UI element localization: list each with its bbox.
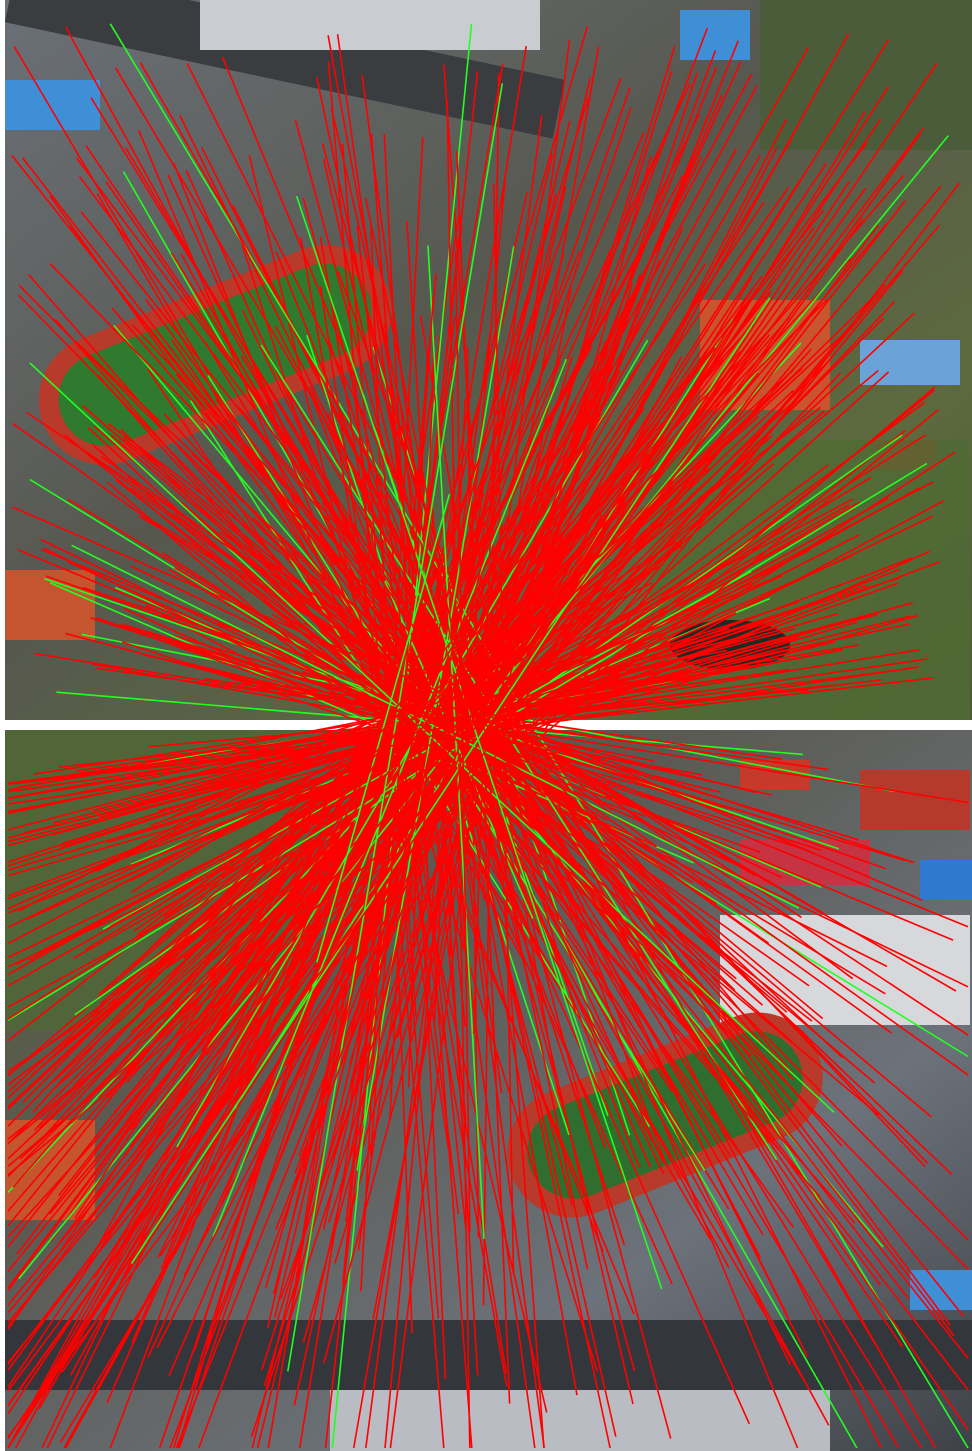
outlier-match [148,459,604,1004]
outlier-match [49,223,888,1215]
outlier-match [98,317,885,1098]
outlier-match [16,347,716,1255]
inlier-match [427,245,485,1239]
outlier-match [381,594,612,857]
inlier-match [130,297,771,1265]
outlier-match [82,579,768,873]
outlier-match [12,350,741,1188]
roof [920,860,972,900]
outlier-match [100,455,969,1076]
outlier-match [74,262,707,1219]
outlier-match [193,265,553,1352]
outlier-match [7,133,921,1406]
inlier-match [212,358,568,1237]
roof [5,80,100,130]
outlier-match [7,200,906,1365]
outlier-match [80,211,964,1317]
outlier-match [275,259,661,1230]
outlier-match [22,325,774,1103]
outlier-match [105,181,969,1431]
outlier-match [327,336,626,1246]
outlier-match [33,652,969,804]
outlier-match [322,340,522,1230]
outlier-match [323,156,652,1364]
outlier-match [90,97,922,1449]
outlier-match [186,62,883,1449]
outlier-match [156,118,788,1348]
outlier-match [33,671,691,775]
outlier-match [472,431,495,1034]
outlier-match [49,263,929,1164]
outlier-match [274,153,554,1318]
outlier-match [371,544,542,925]
outlier-match [448,642,496,806]
outlier-match [172,517,611,951]
outlier-match [145,298,881,1286]
outlier-match [357,326,492,1251]
inlier-match [260,344,778,1161]
outlier-match [294,325,623,1174]
outlier-match [7,650,836,799]
outlier-match [109,77,622,1449]
outlier-match [107,481,703,997]
roof [5,570,95,640]
inlier-match [49,582,694,864]
inlier-match [29,362,835,1113]
outlier-match [293,186,567,1406]
outlier-match [293,620,595,821]
outlier-match [455,252,471,1232]
outlier-match [219,531,802,919]
outlier-match [7,162,828,1388]
outlier-match [253,680,782,760]
margin [0,0,5,1451]
outlier-match [163,413,727,1034]
roof [860,340,960,385]
outlier-match [205,669,534,784]
outlier-match [97,667,829,771]
outlier-match [7,298,828,1127]
roof [910,1270,972,1310]
outlier-match [241,355,764,1236]
outlier-match [133,566,655,932]
inlier-match [287,83,504,1372]
building [330,1390,830,1451]
outlier-match [7,386,936,1168]
inlier-match [295,195,663,1290]
road [4,0,566,139]
outlier-match [181,501,764,1006]
outlier-match [430,554,518,919]
inlier-match [316,493,451,963]
match-lines [7,23,969,1449]
outlier-match [86,561,940,883]
outlier-match [7,118,882,1415]
outlier-match [98,415,760,995]
building [200,0,540,50]
outlier-match [299,236,508,1387]
outlier-match [169,27,709,1449]
outlier-match [7,224,880,1392]
